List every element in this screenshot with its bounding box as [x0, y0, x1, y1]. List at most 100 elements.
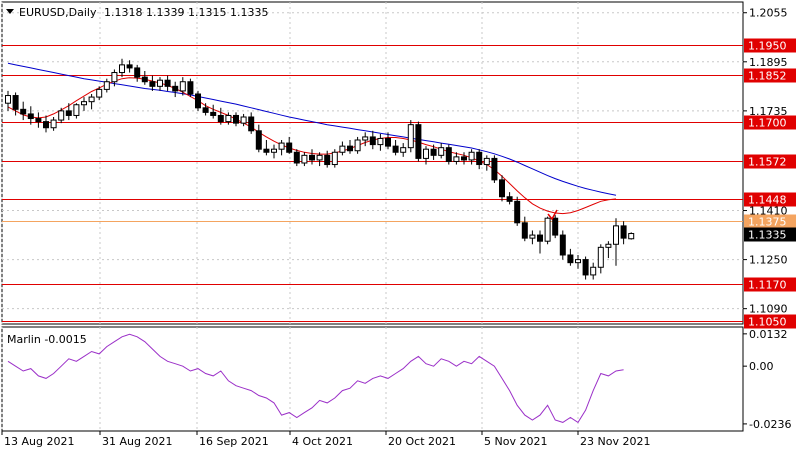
ma-slow-line: [7, 62, 617, 196]
candle-body: [620, 225, 627, 239]
marlin-series: [7, 333, 624, 424]
collapse-triangle-icon[interactable]: [6, 9, 14, 14]
candle-body: [233, 114, 239, 124]
candle-body: [301, 154, 308, 164]
candle-body: [96, 88, 103, 98]
candle-body: [43, 121, 49, 129]
candle-body: [430, 148, 437, 156]
candle-body: [331, 151, 338, 166]
moving-averages: [7, 62, 617, 215]
time-axis: 13 Aug 2021 31 Aug 2021 16 Sep 2021 4 Oct 2…: [1, 431, 650, 448]
date-label: 4 Oct 2021: [292, 435, 353, 448]
candle-body: [354, 139, 361, 152]
candle-body: [195, 93, 201, 109]
candle-body: [172, 85, 179, 92]
price-tick-label: 1.1250: [749, 254, 788, 267]
candle-body: [339, 145, 346, 153]
price-tick-label: 1.1895: [749, 56, 788, 69]
level-label: 1.1852: [748, 70, 787, 83]
level-label-bg: [744, 314, 796, 329]
date-label: 5 Nov 2021: [484, 435, 547, 448]
price-tick-label: 1.1410: [749, 205, 788, 218]
level-label: 1.1335: [748, 229, 787, 242]
candle-body: [567, 254, 574, 264]
candle-body: [217, 114, 224, 123]
candles: [5, 58, 635, 280]
candle-body: [590, 266, 597, 276]
candle-body: [35, 118, 42, 123]
candle-body: [552, 217, 559, 236]
candle-body: [575, 259, 581, 264]
candle-body: [248, 116, 255, 132]
level-labels: 1.1950 1.1852 1.1700 1.1572 1.1448 1.13751.13…: [744, 38, 796, 329]
candle-body: [605, 243, 612, 248]
candle-body: [316, 154, 323, 161]
candle-body: [58, 110, 65, 121]
candle-body: [202, 107, 209, 113]
candle-body: [544, 217, 551, 242]
candle-body: [400, 147, 407, 153]
level-lines: [2, 45, 743, 322]
grid: [1, 2, 743, 431]
candle-body: [385, 137, 391, 147]
candle-body: [309, 154, 315, 161]
candle-body: [521, 222, 528, 239]
candle-body: [369, 136, 376, 146]
candle-body: [392, 145, 399, 153]
candle-body: [347, 145, 353, 152]
candle-body: [164, 79, 171, 87]
candle-body: [5, 95, 11, 104]
candle-body: [111, 72, 118, 83]
candle-body: [179, 81, 186, 92]
symbol-timeframe: EURUSD,Daily: [19, 6, 97, 19]
indicator-tick-label: 0.00: [749, 360, 774, 373]
level-label-bg: [744, 115, 796, 130]
candle-body: [438, 147, 445, 156]
candle-body: [271, 148, 277, 153]
candle-body: [423, 148, 429, 159]
candle-body: [362, 136, 369, 141]
candle-body: [225, 114, 232, 123]
candle-body: [12, 95, 19, 110]
candle-body: [187, 81, 194, 95]
candle-body: [468, 151, 475, 161]
level-label-bg: [744, 277, 796, 292]
candle-body: [559, 234, 566, 256]
candle-body: [141, 76, 148, 83]
level-label: 1.1375: [748, 216, 787, 229]
candle-body: [461, 156, 467, 161]
candle-body: [119, 64, 125, 74]
level-label: 1.1572: [748, 156, 787, 169]
candle-body: [240, 116, 247, 124]
candle-body: [134, 67, 141, 78]
price-panel-frame: [1, 1, 744, 325]
level-label-bg: [744, 227, 796, 242]
candle-body: [514, 200, 521, 224]
price-axis: 1.2055 1.1895 1.1735 1.1410 1.1250 1.1090: [743, 7, 788, 316]
candle-body: [20, 108, 27, 115]
indicator-name: Marlin -0.0015: [7, 333, 87, 346]
candle-body: [73, 104, 80, 116]
candle-body: [445, 147, 452, 162]
price-tick-label: 1.2055: [749, 7, 788, 20]
candle-body: [582, 259, 589, 276]
date-label: 16 Sep 2021: [199, 435, 269, 448]
level-label-bg: [744, 154, 796, 169]
level-label-bg: [744, 214, 796, 229]
date-label: 23 Nov 2021: [580, 435, 650, 448]
date-label: 31 Aug 2021: [102, 435, 172, 448]
candle-body: [613, 225, 619, 245]
date-label: 13 Aug 2021: [4, 435, 74, 448]
candle-body: [537, 234, 543, 242]
candle-body: [149, 81, 156, 87]
candle-body: [415, 124, 422, 159]
candle-body: [499, 179, 505, 198]
level-label: 1.1170: [748, 279, 787, 292]
candle-body: [27, 113, 34, 120]
candle-body: [157, 79, 163, 87]
candle-body: [293, 151, 300, 164]
level-label-bg: [744, 68, 796, 83]
candle-body: [103, 81, 110, 90]
